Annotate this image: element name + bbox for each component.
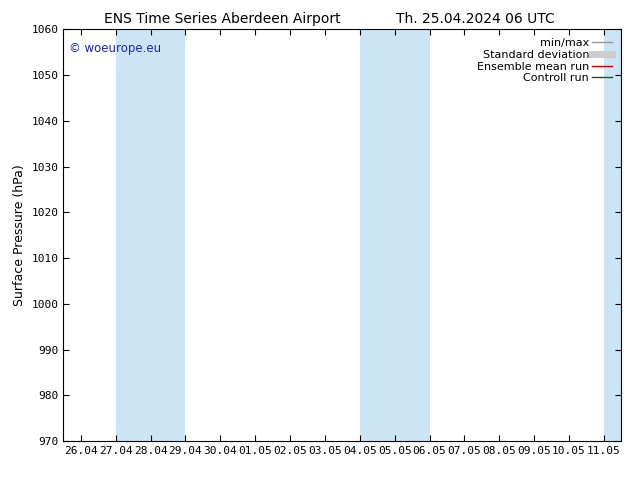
Bar bbox=[116, 29, 185, 441]
Text: ENS Time Series Aberdeen Airport: ENS Time Series Aberdeen Airport bbox=[103, 12, 340, 26]
Bar bbox=[359, 29, 429, 441]
Text: © woeurope.eu: © woeurope.eu bbox=[69, 42, 161, 55]
Bar bbox=[604, 29, 621, 441]
Text: Th. 25.04.2024 06 UTC: Th. 25.04.2024 06 UTC bbox=[396, 12, 555, 26]
Legend: min/max, Standard deviation, Ensemble mean run, Controll run: min/max, Standard deviation, Ensemble me… bbox=[474, 35, 616, 87]
Y-axis label: Surface Pressure (hPa): Surface Pressure (hPa) bbox=[13, 164, 26, 306]
